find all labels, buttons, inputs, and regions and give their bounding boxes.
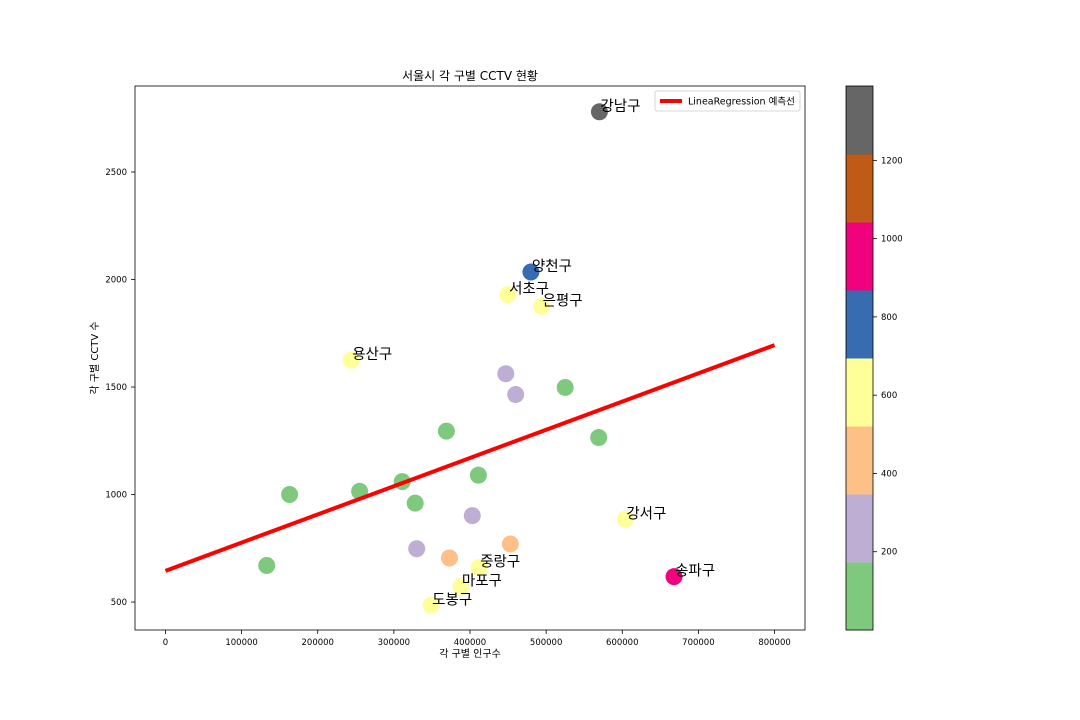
point-label: 은평구 [543,292,583,309]
data-point [501,535,519,553]
legend-box [654,90,801,112]
data-point [522,263,540,281]
data-point [665,568,683,586]
data-point [342,351,360,369]
data-point [590,429,608,447]
data-point [590,103,608,121]
point-label: 양천구 [532,258,572,275]
colorbar [846,86,873,631]
data-point [463,507,481,525]
colorbar-tick-label: 600 [881,391,897,401]
data-point [507,386,525,404]
point-label: 강서구 [626,505,666,522]
y-tick-label: 500 [111,598,127,608]
data-point [281,486,299,504]
data-point [497,365,515,383]
point-label: 서초구 [509,281,549,298]
x-tick-label: 400000 [454,638,486,648]
colorbar-tick-label: 200 [881,548,897,558]
colorbar-frame [845,85,874,631]
point-label: 강남구 [600,98,640,115]
y-tick-label: 2500 [105,168,127,178]
regression-line [164,343,776,573]
data-point [470,559,488,577]
legend: LineaRegression 예측선 [654,90,801,112]
colorbar-segment [846,562,873,631]
data-point [422,596,440,614]
x-tick-label: 600000 [606,638,638,648]
data-point [616,510,634,528]
colorbar-segment [846,154,873,223]
colorbar-tick-label: 1000 [881,235,903,245]
point-label: 용산구 [352,346,392,363]
point-label: 도봉구 [432,591,472,608]
x-tick-label: 500000 [530,638,562,648]
x-axis-label: 각 구별 인구수 [439,648,501,660]
data-point [408,540,426,558]
data-point [556,378,574,396]
data-point [258,556,276,574]
y-axis: 500 1000 1500 2000 2500 [105,168,135,608]
colorbar-segment [846,426,873,495]
colorbar-tick-label: 1200 [881,156,903,166]
colorbar-segment [846,86,873,155]
x-tick-label: 700000 [682,638,714,648]
colorbar-segment [846,358,873,427]
x-axis: 0 100000 200000 300000 400000 500000 600000 700… [163,630,791,648]
colorbar-segment [846,290,873,359]
chart-title: 서울시 각 구별 CCTV 현황 [402,69,538,83]
data-point [499,286,517,304]
point-label: 송파구 [675,563,715,580]
data-point [440,549,458,567]
colorbar-tick-label: 800 [881,313,897,323]
colorbar-tick-label: 400 [881,469,897,479]
point-label: 마포구 [462,573,502,590]
y-tick-label: 2000 [105,276,127,286]
point-label: 중랑구 [480,554,520,571]
data-point [406,494,424,512]
data-point [533,297,551,315]
data-point [437,422,455,440]
colorbar-segment [846,222,873,291]
data-point [469,466,487,484]
data-point [452,578,470,596]
x-tick-label: 300000 [378,638,410,648]
y-tick-label: 1000 [105,491,127,501]
colorbar-axis: 200 400 600 800 1000 1200 [873,156,903,558]
y-axis-label: 각 구별 CCTV 수 [89,321,101,394]
x-tick-label: 100000 [225,638,257,648]
y-tick-label: 1500 [105,383,127,393]
legend-label: LineaRegression 예측선 [688,97,795,108]
x-tick-label: 800000 [758,638,790,648]
colorbar-segment [846,494,873,563]
x-tick-label: 0 [163,638,168,648]
x-tick-label: 200000 [302,638,334,648]
